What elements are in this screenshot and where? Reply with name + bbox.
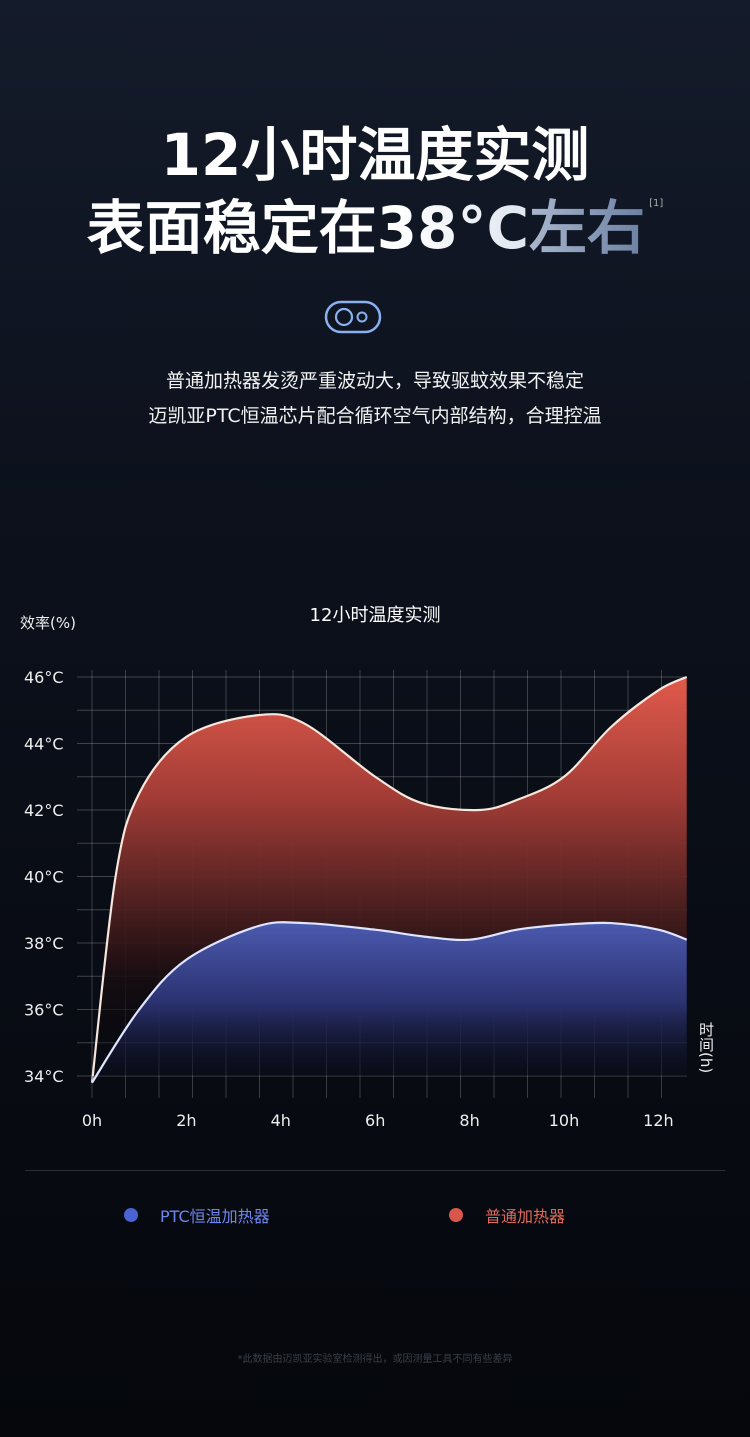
subtitle-line-2: 迈凯亚PTC恒温芯片配合循环空气内部结构，合理控温 xyxy=(148,405,602,427)
x-tick-label: 0h xyxy=(82,1111,102,1130)
chart-title: 12小时温度实测 xyxy=(309,605,441,626)
x-tick-label: 6h xyxy=(365,1111,385,1130)
headline-accent: 左右 xyxy=(529,194,646,262)
y-tick-label: 44°C xyxy=(24,735,64,754)
legend-item-ptc: PTC恒温加热器 xyxy=(124,1203,270,1227)
y-tick-label: 38°C xyxy=(24,934,64,953)
y-tick-label: 40°C xyxy=(24,868,64,887)
legend-dot-red xyxy=(449,1208,463,1222)
divider xyxy=(25,1170,725,1171)
toggle-capsule-icon xyxy=(324,300,382,334)
x-axis-label: 时间(h) xyxy=(697,1022,715,1074)
legend-label: PTC恒温加热器 xyxy=(160,1207,270,1226)
x-tick-label: 8h xyxy=(459,1111,479,1130)
ptc-heater-area xyxy=(92,922,687,1083)
y-tick-label: 36°C xyxy=(24,1001,64,1020)
y-axis-label: 效率(%) xyxy=(20,614,76,632)
legend-label: 普通加热器 xyxy=(485,1207,566,1226)
y-tick-label: 46°C xyxy=(24,668,64,687)
x-tick-label: 2h xyxy=(176,1111,196,1130)
x-tick-label: 10h xyxy=(549,1111,580,1130)
y-tick-label: 34°C xyxy=(24,1067,64,1086)
x-tick-label: 4h xyxy=(271,1111,291,1130)
headline-main: 表面稳定在38°C xyxy=(86,194,530,262)
ptc-heater-line xyxy=(91,921,688,1084)
legend-item-normal: 普通加热器 xyxy=(449,1203,565,1227)
legend-dot-blue xyxy=(124,1208,138,1222)
normal-heater-line xyxy=(90,675,688,1083)
disclaimer: *此数据由迈凯亚实验室检测得出，或因测量工具不同有些差异 xyxy=(237,1354,513,1365)
headline-line-2: 表面稳定在38°C左右 [1] xyxy=(87,193,663,263)
footnote-marker: [1] xyxy=(649,198,664,209)
y-tick-label: 42°C xyxy=(24,801,64,820)
subtitle-line-1: 普通加热器发烫严重波动大，导致驱蚊效果不稳定 xyxy=(165,370,584,392)
headline-line-1: 12小时温度实测 xyxy=(160,121,590,189)
x-tick-label: 12h xyxy=(643,1111,674,1130)
